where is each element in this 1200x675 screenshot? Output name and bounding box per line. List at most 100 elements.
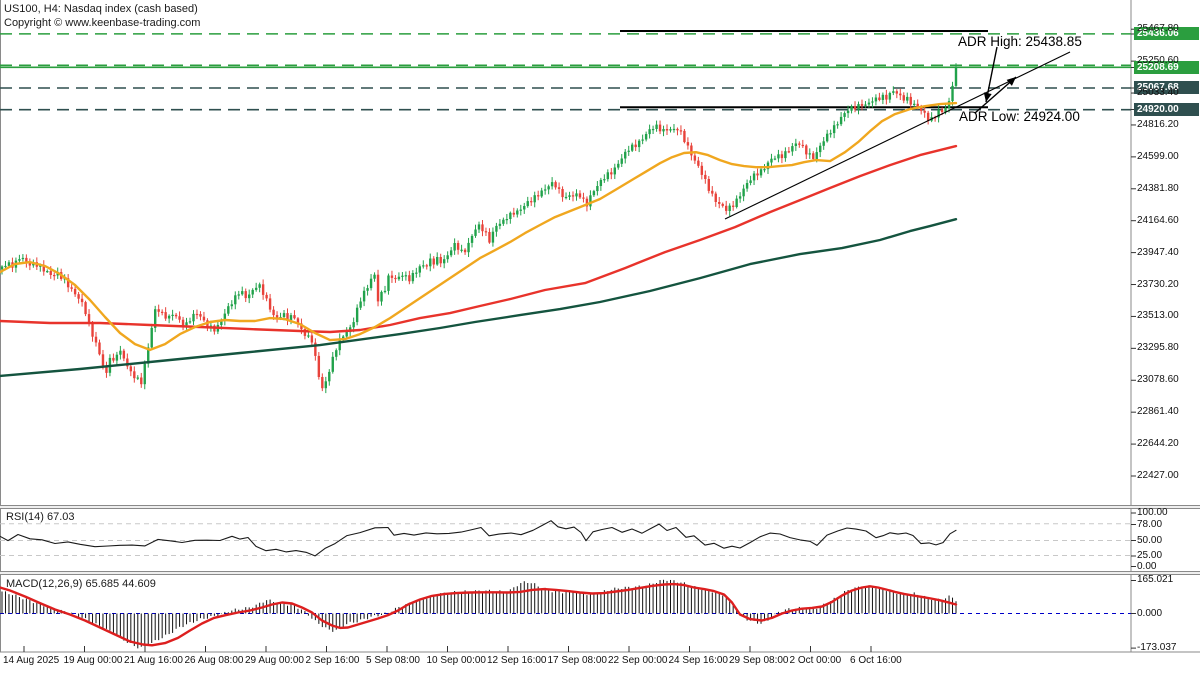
candle-body	[488, 232, 491, 243]
candle-body	[596, 186, 599, 192]
candle-body	[954, 67, 958, 86]
price-tick-label: 22427.00	[1137, 470, 1179, 481]
candle-body	[651, 129, 655, 131]
candle-body	[251, 289, 254, 295]
time-axis-label[interactable]: 14 Aug 2025	[3, 655, 60, 666]
candle-body	[380, 291, 383, 302]
price-badge-support: 24920.00	[1134, 102, 1199, 116]
candle-body	[248, 294, 251, 299]
candle-body	[516, 210, 519, 215]
candle-body	[700, 165, 704, 175]
candle-body	[463, 249, 467, 253]
price-tick-label: 23295.80	[1137, 342, 1179, 354]
candle-body	[324, 381, 327, 389]
candle-body	[704, 174, 707, 179]
candle-body	[244, 291, 247, 299]
candle-body	[874, 97, 878, 102]
price-tick-label: 25033.40	[1137, 87, 1179, 99]
candle-body	[223, 313, 227, 321]
candle-body	[373, 274, 376, 279]
candle-body	[777, 154, 780, 159]
macd-signal-line	[0, 582, 958, 647]
panel-separator[interactable]	[0, 505, 1200, 509]
time-axis-label[interactable]: 24 Sep 16:00	[668, 655, 729, 666]
candle-body	[662, 129, 665, 132]
candle-body	[342, 336, 345, 339]
candle-body	[540, 190, 543, 197]
candle-body	[362, 290, 366, 302]
time-axis-label[interactable]: 5 Sep 08:00	[366, 655, 420, 666]
price-tick-label: 24599.00	[1137, 150, 1179, 162]
candle-body	[209, 325, 213, 327]
candle-body	[422, 265, 425, 267]
price-tick-label: 24816.20	[1137, 118, 1179, 130]
time-axis-label[interactable]: 12 Sep 16:00	[487, 655, 547, 666]
candle-body	[105, 365, 108, 373]
candle-body	[885, 94, 888, 100]
candle-body	[637, 140, 641, 148]
candle-body	[25, 257, 28, 263]
candle-body	[916, 103, 919, 108]
rsi-line	[0, 520, 957, 557]
candle-body	[307, 335, 310, 337]
candle-body	[376, 274, 380, 302]
candle-body	[794, 143, 798, 146]
candle-body	[815, 152, 818, 160]
candle-body	[725, 205, 728, 211]
candle-body	[617, 163, 620, 168]
candle-body	[902, 95, 905, 101]
panel-separator[interactable]	[0, 571, 1200, 575]
candle-body	[853, 106, 857, 110]
time-axis-label[interactable]: 29 Sep 08:00	[729, 655, 789, 666]
candle-body	[839, 116, 843, 125]
candle-body	[303, 329, 307, 336]
time-axis-label[interactable]: 17 Sep 08:00	[547, 655, 608, 666]
candle-body	[683, 130, 686, 143]
candle-body	[728, 205, 731, 211]
candle-body	[456, 243, 460, 250]
candle-body	[707, 179, 710, 191]
time-axis-label[interactable]: 29 Aug 00:00	[245, 655, 304, 666]
candle-body	[101, 354, 105, 366]
time-axis-label[interactable]: 22 Sep 00:00	[608, 655, 668, 666]
candle-body	[829, 133, 832, 135]
time-axis-label[interactable]: 21 Aug 16:00	[124, 655, 183, 666]
candle-body	[766, 162, 770, 170]
candle-body	[401, 275, 404, 277]
candle-body	[787, 151, 791, 153]
candle-body	[603, 179, 606, 181]
candle-body	[585, 198, 589, 207]
macd-tick-label: -173.037	[1137, 642, 1177, 654]
candle-body	[665, 129, 669, 131]
time-axis-label[interactable]: 19 Aug 00:00	[63, 655, 123, 666]
candle-body	[369, 278, 373, 289]
time-axis-label[interactable]: 26 Aug 08:00	[184, 655, 244, 666]
candle-body	[474, 229, 477, 236]
price-badge-resistance: 25067.68	[1134, 81, 1199, 94]
candle-body	[731, 205, 735, 207]
candle-body	[185, 322, 188, 326]
candle-body	[644, 134, 648, 140]
candle-body	[143, 363, 146, 385]
candle-body	[192, 313, 195, 322]
candle-body	[352, 322, 355, 328]
time-axis-label[interactable]: 2 Sep 16:00	[305, 655, 360, 666]
symbol-title: US100, H4: Nasdaq index (cash based)	[4, 3, 198, 15]
candle-body	[442, 259, 446, 264]
candle-body	[136, 377, 139, 379]
candle-body	[272, 309, 275, 316]
price-badge-adr-high-level: 25436.06	[1134, 27, 1199, 40]
time-axis-label[interactable]: 10 Sep 00:00	[426, 655, 487, 666]
candle-body	[237, 294, 240, 296]
candle-body	[926, 112, 930, 121]
adr-low-annotation: ADR Low: 24924.00	[959, 109, 1080, 124]
time-axis-label[interactable]: 6 Oct 16:00	[850, 655, 902, 666]
candle-body	[888, 93, 892, 100]
time-axis-label[interactable]: 2 Oct 00:00	[789, 655, 842, 666]
candle-body	[940, 109, 944, 112]
candle-body	[752, 173, 756, 181]
candle-body	[18, 259, 21, 261]
candle-body	[798, 143, 801, 145]
